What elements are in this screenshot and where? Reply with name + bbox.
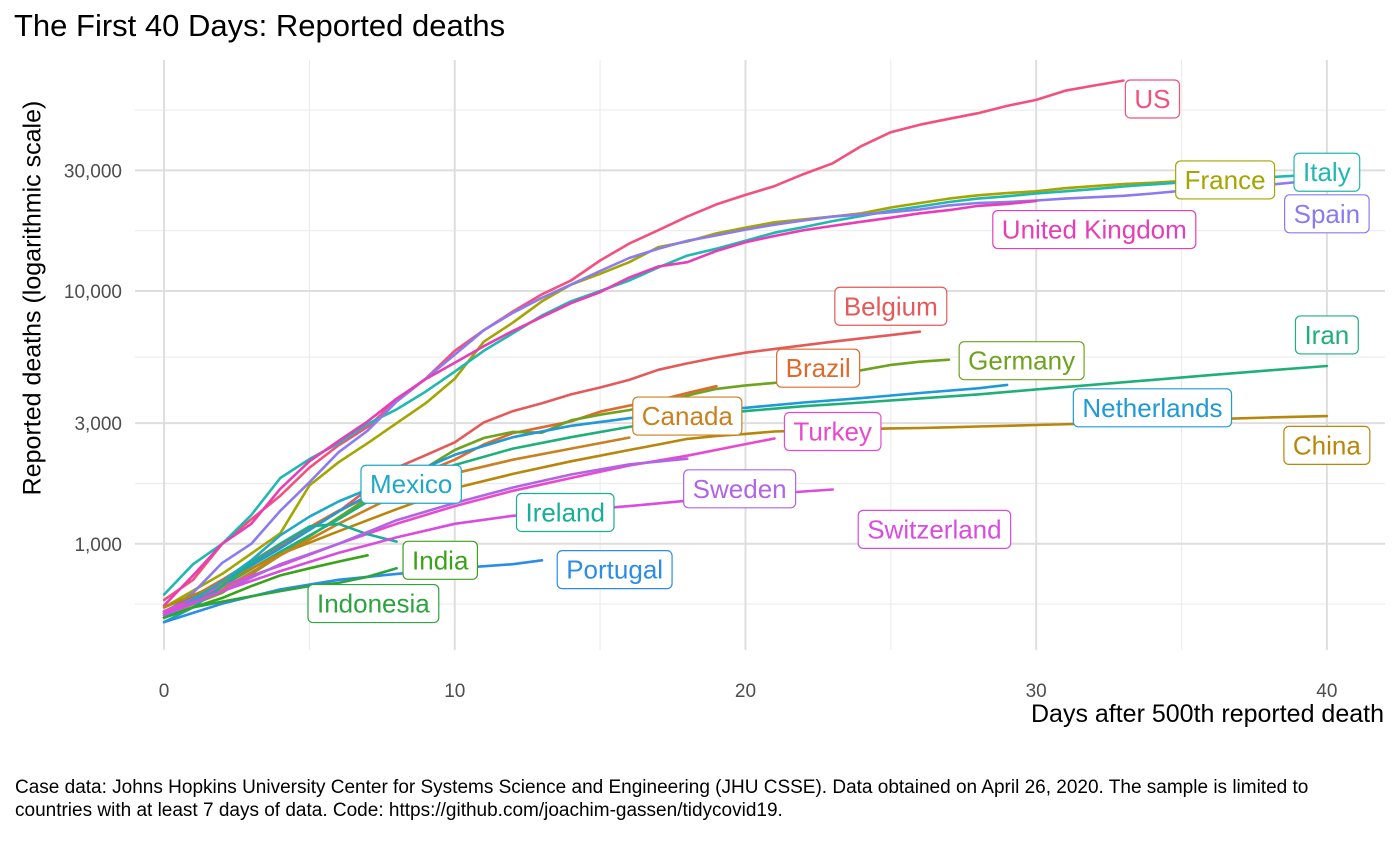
series-label-france: France [1175, 160, 1276, 200]
series-label-india: India [402, 540, 479, 580]
series-line-united-kingdom [162, 199, 1038, 607]
x-tick-label: 10 [444, 681, 465, 702]
series-line-spain [162, 180, 1300, 615]
series-label-spain: Spain [1284, 194, 1370, 234]
series-labels: US France Italy Spain United Kingdom Belgium B… [307, 79, 1371, 624]
series-label-text: France [1185, 165, 1266, 195]
y-tick-label: 30,000 [64, 161, 122, 182]
x-tick-label: 20 [735, 681, 756, 702]
series-label-box [360, 464, 462, 504]
series-label-text: Italy [1303, 157, 1351, 187]
series-label-box [683, 469, 797, 509]
series-label-text: US [1134, 84, 1170, 114]
series-label-box [1175, 160, 1276, 200]
series-label-box [776, 348, 861, 388]
series-label-box [556, 550, 673, 590]
series-label-italy: Italy [1293, 152, 1361, 192]
series-label-text: Iran [1304, 320, 1349, 350]
series-label-canada: Canada [632, 396, 743, 436]
x-axis-label: Days after 500th reported death [1030, 700, 1384, 728]
series-line-iran [162, 364, 1329, 620]
series-label-text: Brazil [786, 353, 851, 383]
series-label-box [834, 286, 948, 326]
series-label-box [857, 509, 1012, 549]
series-line-mexico [162, 488, 369, 620]
series-label-germany: Germany [958, 341, 1085, 381]
series-label-turkey: Turkey [783, 411, 882, 452]
series-label-sweden: Sweden [683, 469, 797, 509]
series-label-text: Belgium [844, 291, 938, 321]
gridlines [135, 60, 1385, 650]
chart-caption: Case data: Johns Hopkins University Cent… [15, 777, 1309, 821]
series-label-box [402, 540, 479, 580]
series-label-box [1293, 152, 1361, 192]
series-label-box [307, 583, 440, 624]
series-label-box [1072, 388, 1233, 428]
series-label-box [1294, 315, 1359, 355]
series-label-text: Netherlands [1082, 393, 1222, 423]
series-label-text: Germany [968, 346, 1075, 376]
series-label-text: Turkey [793, 417, 872, 447]
series-label-text: Canada [642, 401, 734, 431]
series-label-united-kingdom: United Kingdom [992, 209, 1197, 250]
series-label-text: Portugal [566, 555, 663, 585]
y-tick-label: 3,000 [74, 414, 122, 435]
series-line-us [162, 79, 1125, 602]
series-label-text: Indonesia [317, 589, 430, 619]
y-tick-label: 1,000 [74, 535, 122, 556]
series-label-text: Spain [1294, 199, 1361, 229]
series-line-netherlands [162, 383, 1009, 613]
series-label-switzerland: Switzerland [857, 509, 1012, 549]
x-tick-label: 30 [1026, 681, 1047, 702]
chart-title: The First 40 Days: Reported deaths [14, 8, 506, 43]
series-label-box [515, 492, 615, 533]
series-label-text: Switzerland [867, 514, 1001, 544]
series-line-sweden [162, 457, 689, 617]
series-label-brazil: Brazil [776, 348, 861, 388]
series-label-box [1284, 194, 1370, 234]
series-label-text: United Kingdom [1002, 215, 1187, 245]
series-label-indonesia: Indonesia [307, 583, 440, 624]
series-label-portugal: Portugal [556, 550, 673, 590]
x-tick-label: 0 [159, 681, 170, 702]
series-label-ireland: Ireland [515, 492, 615, 533]
series-label-netherlands: Netherlands [1072, 388, 1233, 428]
series-label-box [632, 396, 743, 436]
series-label-box [992, 209, 1197, 250]
series-line-italy [162, 172, 1329, 596]
series-label-text: Sweden [693, 474, 787, 504]
series-label-text: China [1293, 430, 1361, 460]
series-line-indonesia [162, 566, 398, 620]
series-label-box [1283, 425, 1371, 466]
series-label-mexico: Mexico [360, 464, 462, 504]
series-label-text: India [412, 545, 469, 575]
series-label-china: China [1283, 425, 1371, 466]
series-label-box [1124, 79, 1181, 119]
series-label-box [783, 411, 882, 452]
series-label-text: Ireland [525, 497, 605, 527]
series-label-box [958, 341, 1085, 381]
y-tick-label: 10,000 [64, 282, 122, 303]
series-label-belgium: Belgium [834, 286, 948, 326]
series-label-us: US [1124, 79, 1181, 119]
x-tick-label: 40 [1316, 681, 1337, 702]
series-label-text: Mexico [370, 469, 452, 499]
tick-labels: 0 10 20 30 40 1,000 3,000 10,000 30,000 [64, 161, 1338, 702]
series-label-iran: Iran [1294, 315, 1359, 355]
